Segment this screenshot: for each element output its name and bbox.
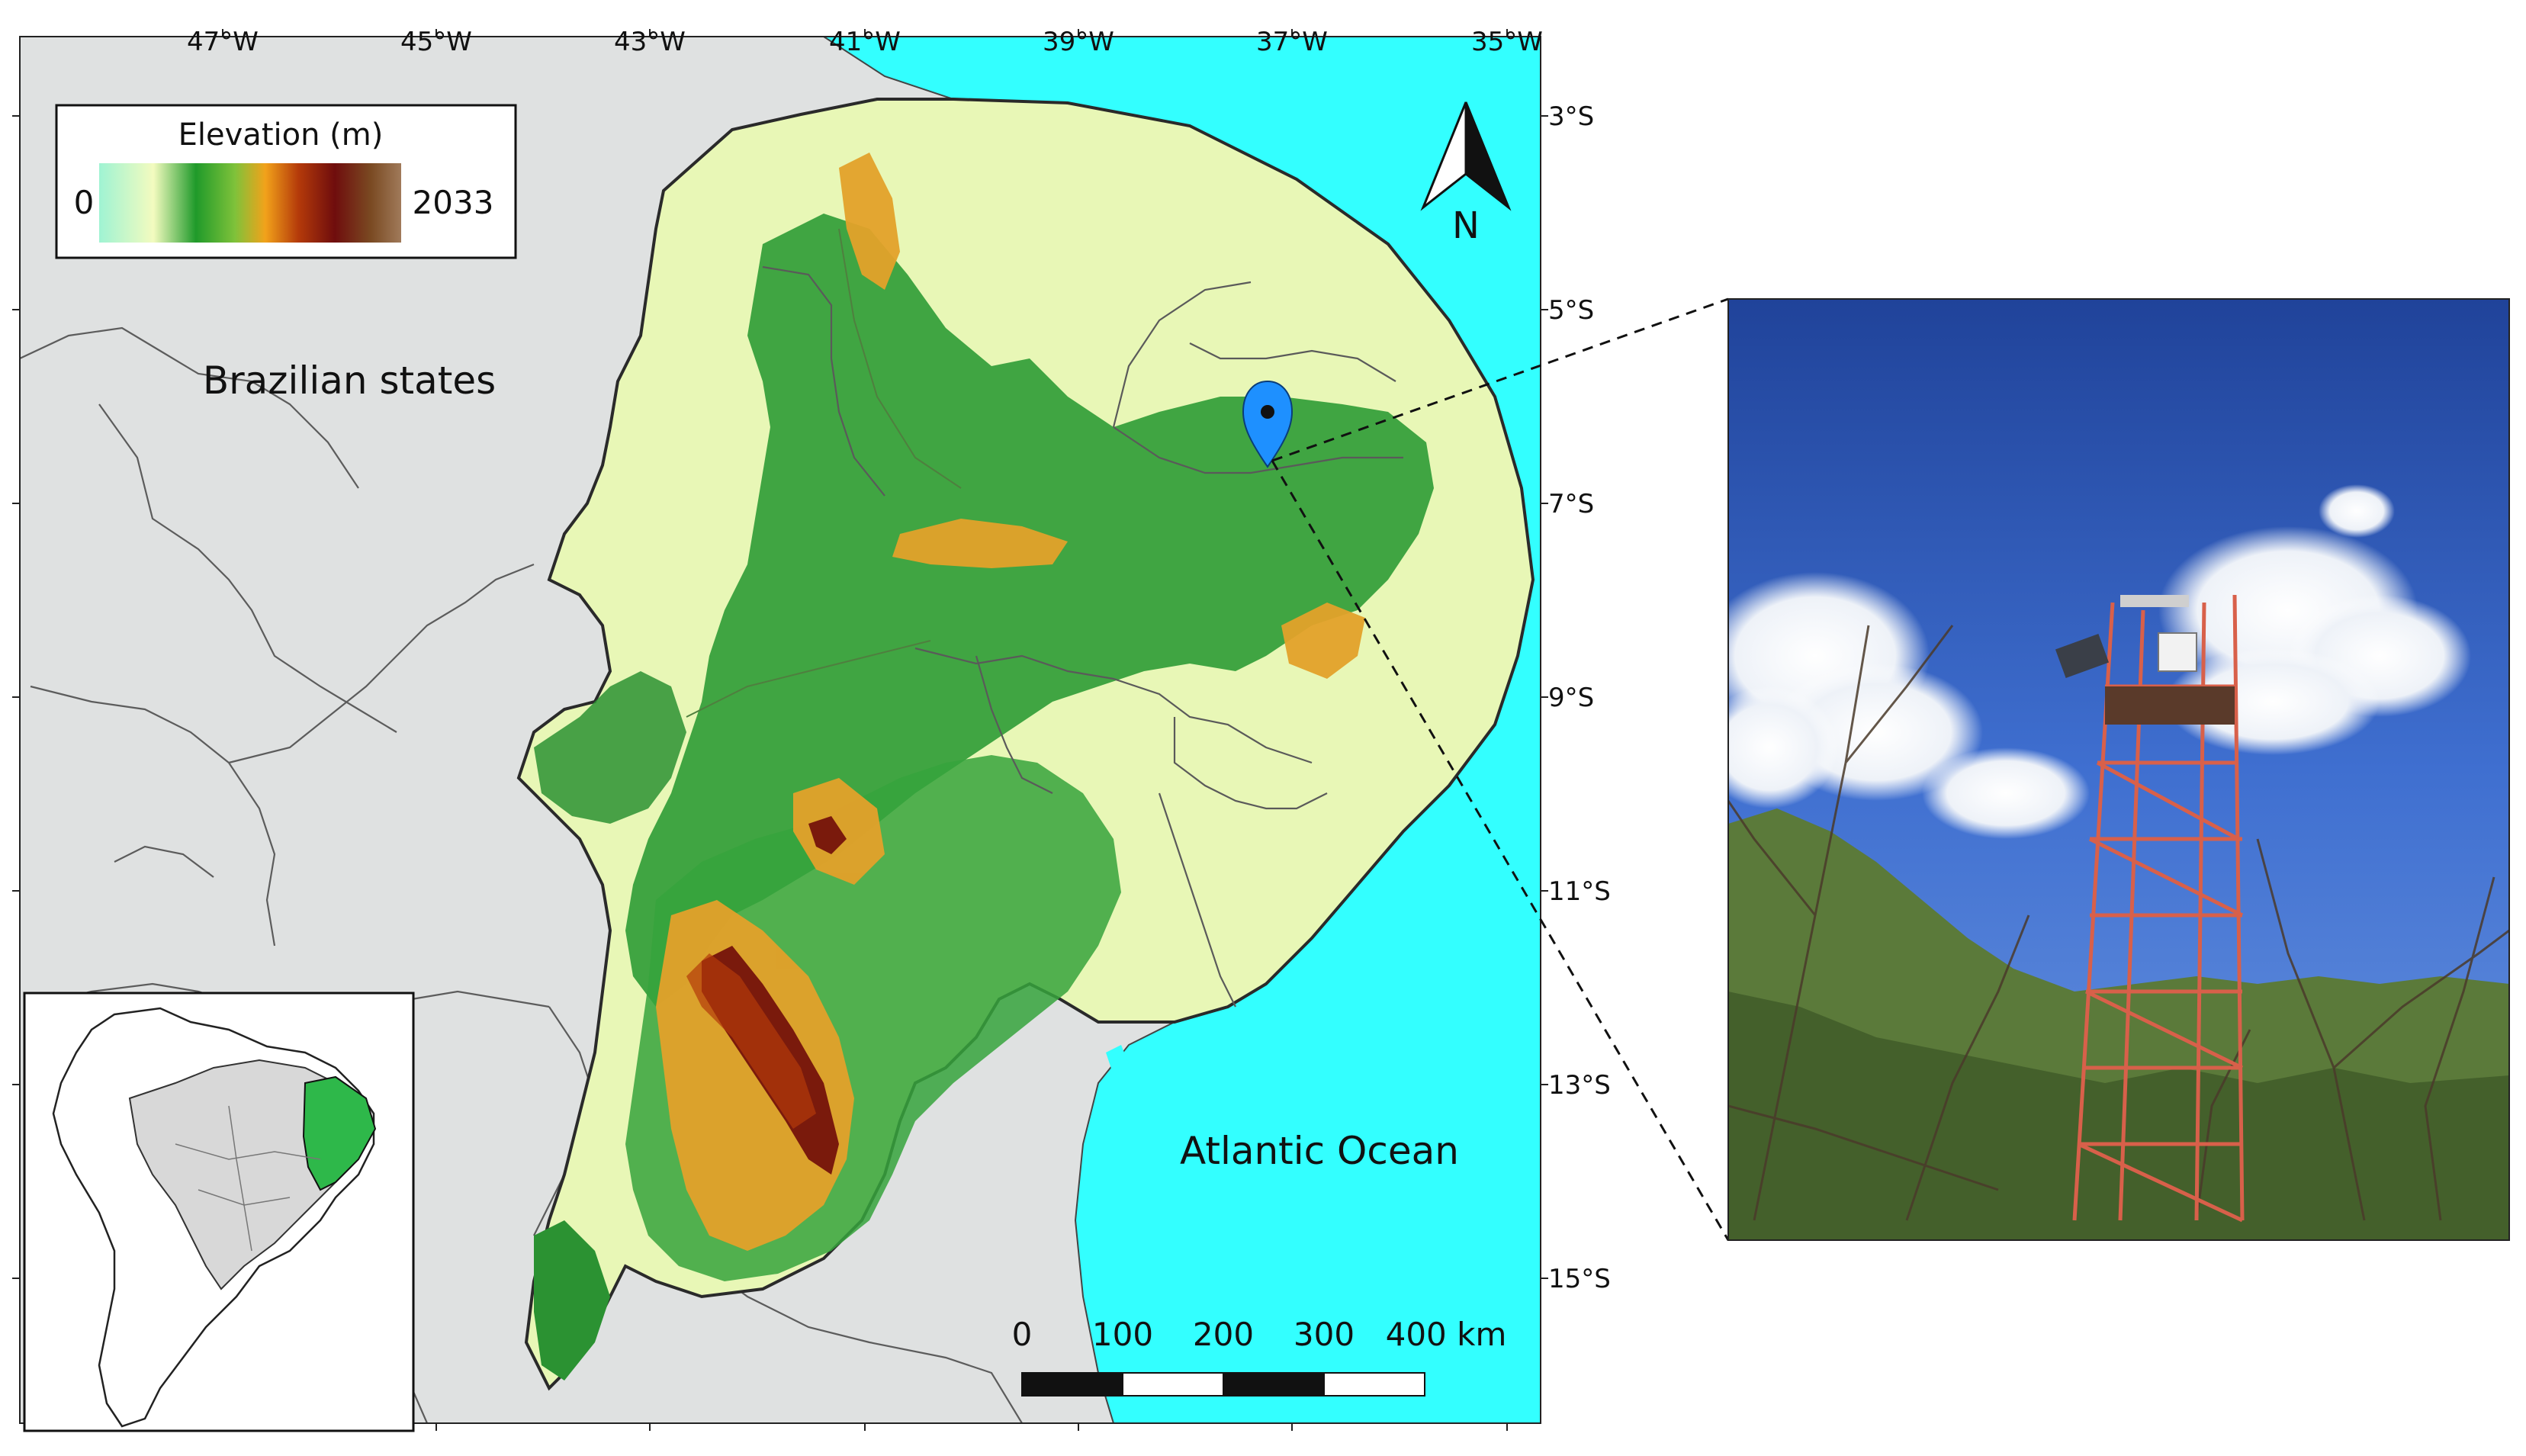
north-arrow: N <box>1420 101 1512 247</box>
longitude-axis: 47°W 45°W 43°W 41°W 39°W 37°W 35°W <box>187 27 1543 1431</box>
instrument-box <box>2158 632 2197 672</box>
map-border <box>19 36 1541 1424</box>
region-forest-tail <box>534 1220 610 1380</box>
lat-label-9s: 9°S <box>1548 683 1594 713</box>
inset-map <box>23 992 415 1432</box>
scale-tick-200: 200 <box>1193 1316 1254 1353</box>
lat-label-11s: 11°S <box>1548 876 1611 907</box>
clouds <box>1728 484 2471 839</box>
lat-label-3s: 3°S <box>1548 101 1594 132</box>
scale-tick-300: 300 <box>1294 1316 1355 1353</box>
north-label: N <box>1452 204 1480 247</box>
lat-label-15s: 15°S <box>1548 1264 1611 1294</box>
lon-label-35w: 35°W <box>1471 27 1543 57</box>
latitude-axis: 3°S 5°S 7°S 9°S 11°S 13°S 15°S <box>12 101 1611 1294</box>
lon-label-37w: 37°W <box>1256 27 1328 57</box>
branches <box>1728 625 2509 1221</box>
legend-min-label: 0 <box>74 184 95 221</box>
coastal-lake <box>1106 1045 1129 1075</box>
photo-border <box>1727 298 2510 1241</box>
tower-platform <box>2105 686 2235 725</box>
atlantic-ocean-label: Atlantic Ocean <box>1180 1129 1459 1173</box>
scale-bar: 0 100 200 300 400 km <box>1012 1316 1507 1397</box>
region-peak-mid <box>686 953 816 1129</box>
lat-label-13s: 13°S <box>1548 1070 1611 1101</box>
legend-max-label: 2033 <box>413 184 494 221</box>
lon-label-47w: 47°W <box>187 27 259 57</box>
scale-tick-0: 0 <box>1012 1316 1033 1353</box>
elevation-legend: Elevation (m) 0 2033 <box>55 104 517 259</box>
inner-state-boundaries <box>762 265 1403 1008</box>
scale-tick-100: 100 <box>1092 1316 1153 1353</box>
legend-title: Elevation (m) <box>178 117 384 153</box>
tower-photo <box>1728 299 2509 1240</box>
lon-label-41w: 41°W <box>829 27 901 57</box>
solar-panel <box>2055 633 2110 679</box>
legend-gradient-bar <box>99 163 401 243</box>
lon-label-43w: 43°W <box>614 27 686 57</box>
site-marker[interactable] <box>1242 380 1294 468</box>
map-pin-icon[interactable] <box>1242 380 1294 468</box>
lat-label-5s: 5°S <box>1548 295 1594 326</box>
scale-tick-400: 400 km <box>1386 1316 1507 1353</box>
brazilian-states-label: Brazilian states <box>203 358 496 403</box>
lon-label-45w: 45°W <box>400 27 472 57</box>
lat-label-7s: 7°S <box>1548 489 1594 519</box>
inset-northeast <box>302 1075 377 1191</box>
lon-label-39w: 39°W <box>1043 27 1114 57</box>
region-forest-west <box>534 671 686 824</box>
rivers <box>686 228 962 718</box>
callout-lines <box>1271 297 1730 1241</box>
